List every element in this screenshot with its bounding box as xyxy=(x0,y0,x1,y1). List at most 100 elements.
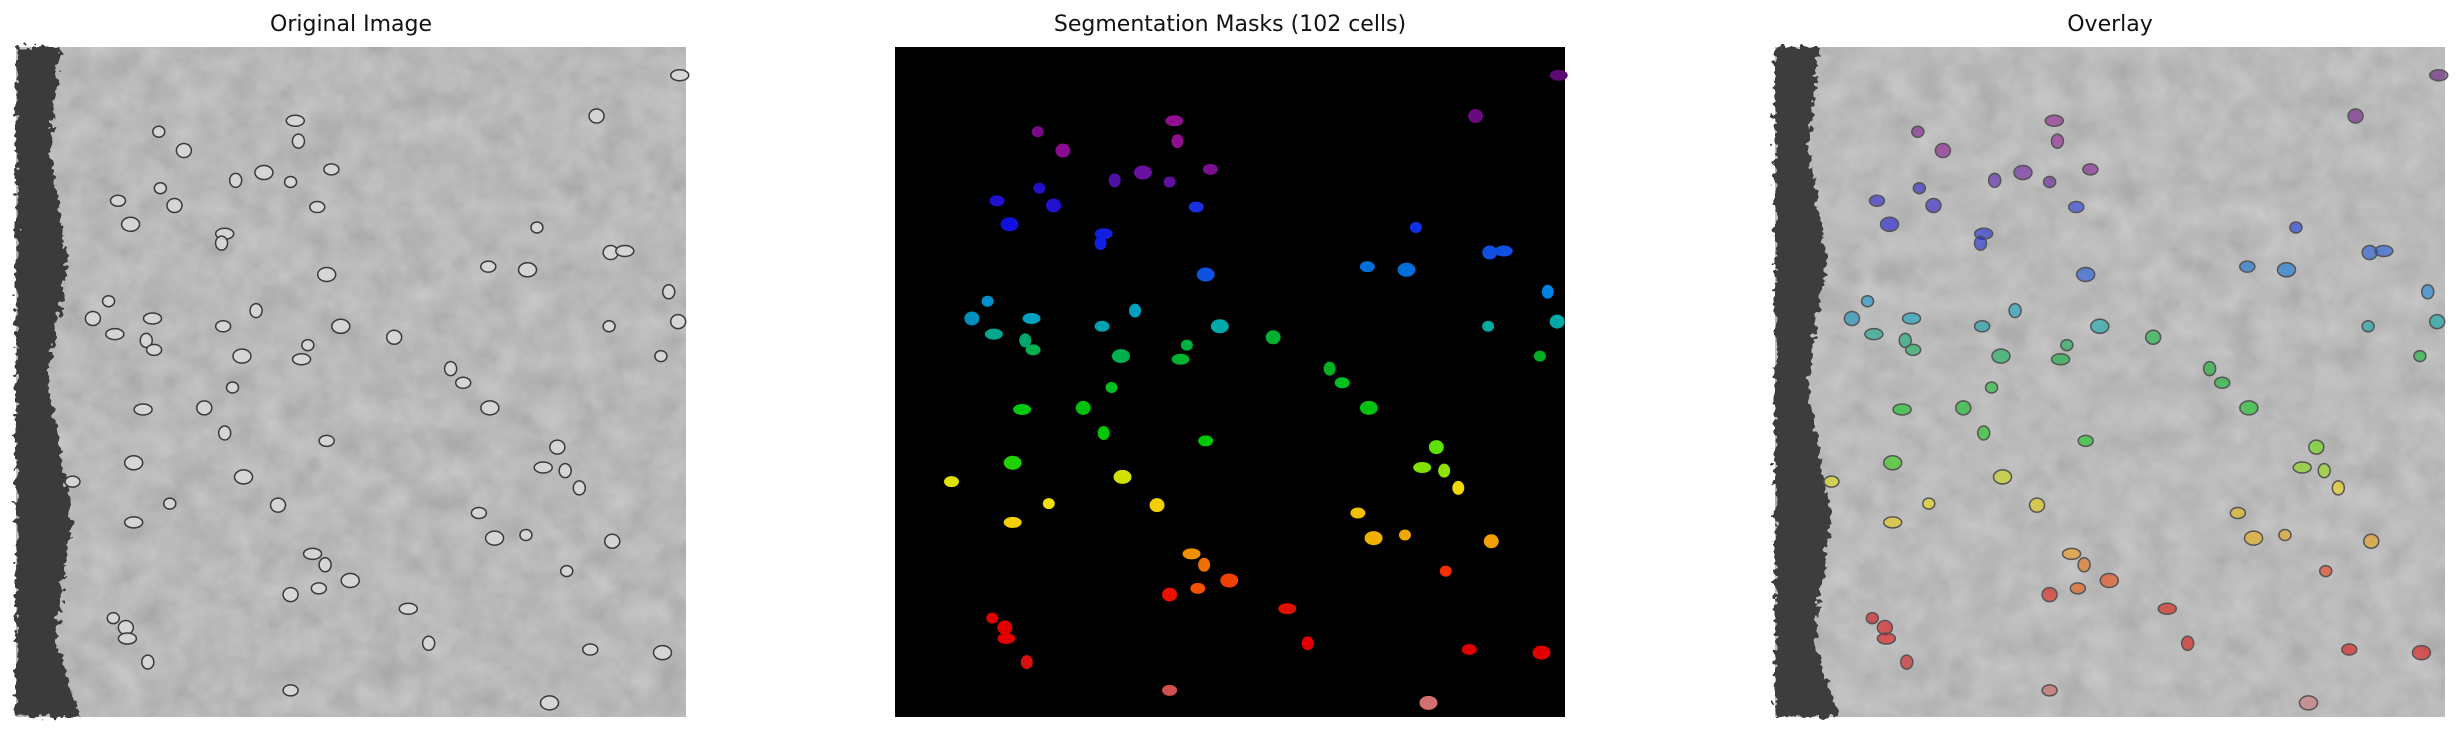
cell xyxy=(1113,469,1132,484)
cell xyxy=(2278,528,2292,542)
cell xyxy=(2013,164,2033,181)
cell xyxy=(1865,611,1880,625)
cell xyxy=(943,476,959,488)
cell xyxy=(572,480,587,496)
cell xyxy=(1359,400,1378,415)
cell xyxy=(2239,400,2259,416)
cell xyxy=(602,320,616,333)
cell xyxy=(964,311,980,326)
cell xyxy=(1133,165,1152,180)
cell xyxy=(1864,327,1884,341)
cell xyxy=(1359,261,1375,273)
cell xyxy=(302,547,323,561)
cell xyxy=(2292,461,2312,474)
cell xyxy=(2050,133,2065,149)
cell xyxy=(1955,400,1972,416)
cell xyxy=(2050,352,2071,366)
cell xyxy=(1182,548,1201,560)
cell xyxy=(615,244,635,258)
cell xyxy=(64,475,81,488)
cell xyxy=(582,643,599,656)
cell xyxy=(316,266,337,283)
cell xyxy=(1022,312,1041,324)
cell xyxy=(101,294,116,308)
cell xyxy=(1094,236,1107,251)
cell xyxy=(1111,349,1130,364)
cell xyxy=(2411,644,2432,661)
cell xyxy=(282,586,299,603)
cell xyxy=(558,462,572,479)
cell xyxy=(1162,684,1178,696)
cell xyxy=(2068,200,2085,214)
cell xyxy=(2075,266,2096,283)
cell xyxy=(2420,284,2435,300)
cell xyxy=(2276,262,2297,278)
cell xyxy=(166,197,183,214)
cell xyxy=(1171,353,1190,365)
cell xyxy=(385,329,403,346)
cell xyxy=(549,439,566,455)
cell xyxy=(1992,469,2013,485)
cell xyxy=(1904,343,1922,357)
cell xyxy=(2202,360,2217,377)
cell xyxy=(604,533,621,550)
cell xyxy=(1925,197,1942,214)
cell xyxy=(2428,68,2449,82)
cell xyxy=(1094,320,1110,332)
cell xyxy=(1265,330,1281,345)
cell xyxy=(989,195,1005,207)
cell xyxy=(1843,310,1861,327)
cell xyxy=(2374,244,2394,258)
cell xyxy=(291,352,312,366)
cell xyxy=(225,381,240,394)
cell xyxy=(1033,182,1046,194)
cell xyxy=(2308,439,2325,455)
cell xyxy=(2099,572,2119,589)
cell xyxy=(1025,344,1041,356)
cell xyxy=(142,312,163,325)
cell xyxy=(1188,201,1204,213)
cell xyxy=(1533,350,1546,362)
cell xyxy=(1398,529,1411,541)
cell xyxy=(291,133,306,149)
cell xyxy=(533,461,553,474)
cell xyxy=(1900,654,1914,670)
cell xyxy=(1409,221,1422,233)
cell xyxy=(1973,235,1988,251)
cell xyxy=(559,564,574,578)
cell xyxy=(285,114,306,127)
cell xyxy=(1042,498,1055,510)
cell xyxy=(1438,463,1451,478)
cell xyxy=(1860,294,1875,308)
cell xyxy=(2008,302,2022,319)
cell xyxy=(254,164,274,181)
cell xyxy=(1898,332,1912,349)
cell xyxy=(2077,434,2094,448)
cell xyxy=(1482,245,1498,260)
cell xyxy=(2363,533,2380,550)
cell xyxy=(1198,435,1214,447)
cell xyxy=(1468,109,1484,124)
cell xyxy=(1439,565,1452,577)
cell xyxy=(1198,557,1211,572)
cell xyxy=(1541,284,1554,299)
cell xyxy=(981,295,994,307)
cell xyxy=(2239,260,2256,273)
cell xyxy=(1220,573,1239,588)
cell xyxy=(1097,425,1110,440)
cell xyxy=(1190,582,1206,594)
cell xyxy=(331,318,351,335)
cell xyxy=(1105,381,1118,393)
cell xyxy=(2347,108,2364,124)
cell xyxy=(309,200,326,214)
cell xyxy=(588,108,605,124)
cell xyxy=(1202,163,1218,175)
cell xyxy=(2317,462,2331,479)
cell xyxy=(196,400,213,416)
cell xyxy=(1483,534,1499,549)
cell xyxy=(84,310,102,327)
cell xyxy=(530,221,544,234)
cell xyxy=(1976,425,1991,441)
cell xyxy=(398,602,419,615)
cell xyxy=(997,620,1013,635)
